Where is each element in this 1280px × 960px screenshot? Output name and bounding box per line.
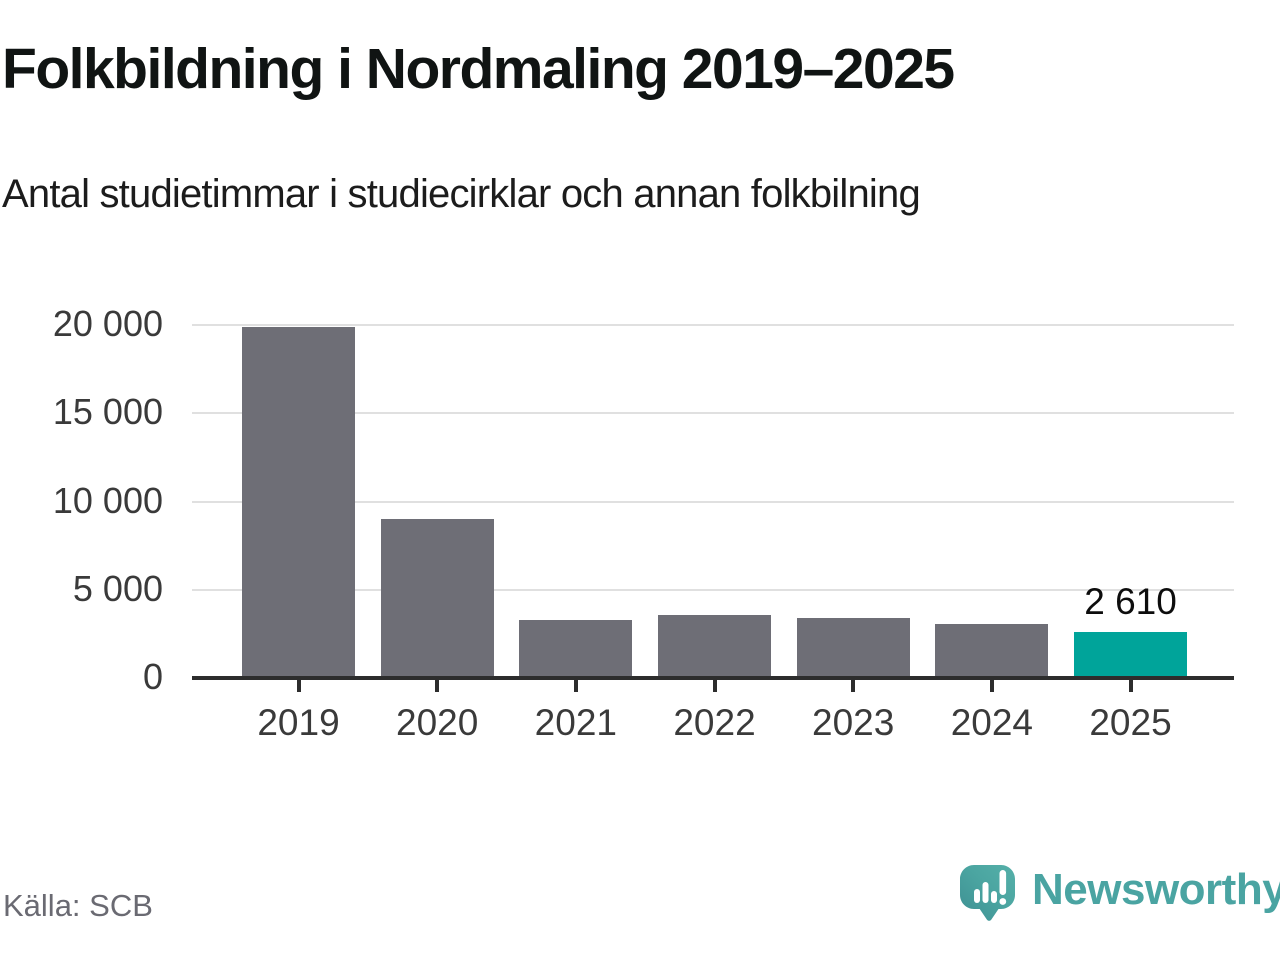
- x-axis-line: [192, 676, 1234, 680]
- value-label-2025: 2 610: [1084, 580, 1177, 622]
- x-tick-label-2020: 2020: [396, 702, 479, 743]
- x-tick-2022: [712, 680, 717, 692]
- exclamation-dot: [999, 898, 1007, 905]
- x-tick-label-2019: 2019: [257, 702, 340, 743]
- mini-bar-3: [991, 891, 997, 903]
- x-tick-2019: [296, 680, 301, 692]
- y-tick-label-0: 0: [142, 656, 163, 698]
- mini-bar-1: [974, 889, 980, 903]
- bar-2025: [1074, 631, 1188, 678]
- gridline-5000: [192, 588, 1234, 591]
- x-tick-label-2022: 2022: [673, 702, 756, 743]
- source-label: Källa: SCB: [3, 888, 153, 923]
- bar-2023: [796, 617, 910, 678]
- mini-bar-2: [982, 882, 989, 903]
- x-tick-label-2023: 2023: [812, 702, 895, 743]
- x-tick-label-2021: 2021: [534, 702, 617, 743]
- x-tick-2023: [851, 680, 856, 692]
- y-tick-label-10000: 10 000: [52, 479, 163, 521]
- bar-2021: [519, 619, 633, 678]
- chart-title: Folkbildning i Nordmaling 2019–2025: [2, 37, 955, 101]
- x-tick-label-2025: 2025: [1089, 702, 1172, 743]
- x-tick-label-2024: 2024: [950, 702, 1033, 743]
- newsworthy-logo: Newsworthy: [960, 864, 1280, 924]
- x-tick-2020: [435, 680, 440, 692]
- x-tick-2021: [573, 680, 578, 692]
- y-tick-label-20000: 20 000: [52, 303, 163, 345]
- bar-2020: [380, 519, 494, 678]
- newsworthy-bubble-chart-icon: [960, 865, 1015, 921]
- gridline-10000: [192, 500, 1234, 503]
- bar-2022: [658, 615, 771, 678]
- newsworthy-wordmark: Newsworthy: [1032, 865, 1280, 914]
- x-tick-2025: [1128, 680, 1133, 692]
- exclamation-bar: [999, 870, 1007, 895]
- chart-subtitle: Antal studietimmar i studiecirklar och a…: [2, 172, 921, 216]
- bar-2024: [935, 624, 1049, 678]
- y-tick-label-5000: 5 000: [72, 567, 163, 609]
- gridline-20000: [192, 324, 1234, 326]
- bar-2019: [242, 326, 355, 678]
- x-tick-2024: [989, 680, 994, 692]
- y-tick-label-15000: 15 000: [52, 391, 163, 433]
- gridline-15000: [192, 412, 1234, 415]
